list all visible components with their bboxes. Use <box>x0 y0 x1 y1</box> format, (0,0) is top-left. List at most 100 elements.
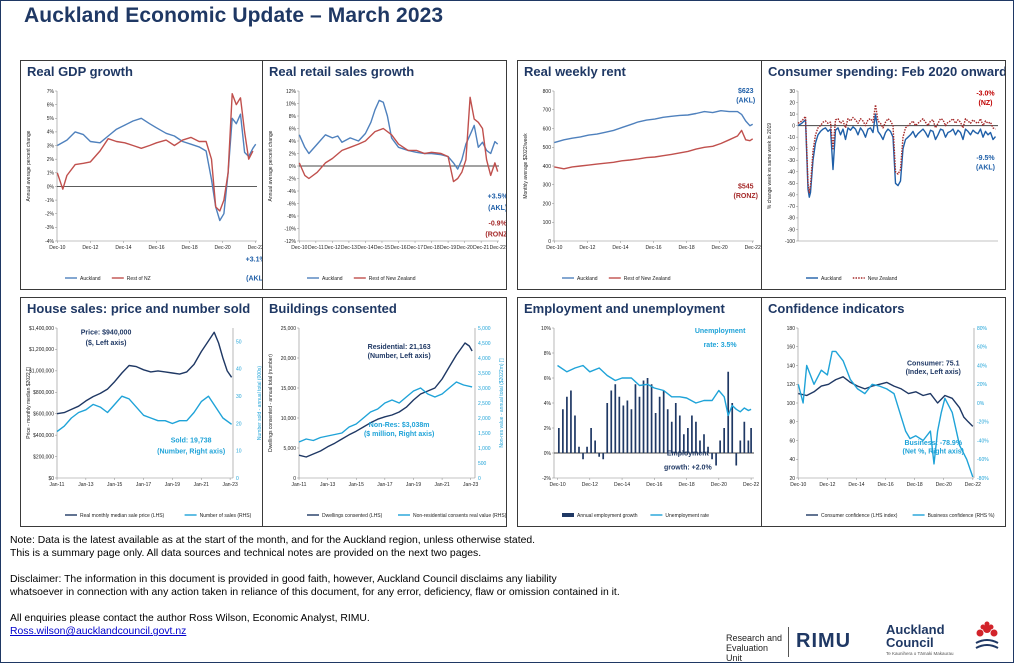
x-tick-label: Dec-12 <box>324 245 340 251</box>
bar <box>674 403 677 453</box>
y-tick-label: 600 <box>543 126 552 132</box>
y-tick-label: 20 <box>789 100 795 106</box>
notes-block: Note: Data is the latest available as at… <box>10 534 730 638</box>
x-tick-label: Dec-16 <box>878 482 894 488</box>
legend-label: Annual employment growth <box>577 513 638 519</box>
x-tick-label: Dec-22 <box>745 245 761 251</box>
panel-title: Consumer spending: Feb 2020 onward <box>768 64 1006 79</box>
y-tick-label: 0 <box>548 239 551 245</box>
y-tick-label: 140 <box>787 363 796 369</box>
y-tick-label: -3% <box>45 225 54 231</box>
x-tick-label: Jan-13 <box>78 482 94 488</box>
bar <box>695 421 697 453</box>
bar <box>715 453 717 466</box>
bar <box>658 396 661 453</box>
disclaimer-line: whatsoever in connection with any action… <box>10 587 620 598</box>
y-tick-label: 0 <box>293 476 296 482</box>
bar <box>578 446 580 453</box>
bar <box>678 415 681 453</box>
y-tick-label: 100 <box>543 220 552 226</box>
series-line <box>56 92 254 212</box>
series-line <box>554 110 754 144</box>
y2-tick-label: 60% <box>977 345 988 351</box>
chart-gdp: 7% 6% 5% 4% 3% 2% 1% 0% -1% -2% -3% -4%Dec-10 Dec-12… <box>26 89 264 283</box>
chart-employment: 10% 8% 6% 4% 2% 0% -2%Dec-10 Dec-12 Dec-14 Dec-16… <box>541 326 759 519</box>
legend-label: Rest of New Zealand <box>624 276 671 282</box>
y-tick-label: 200 <box>543 201 552 207</box>
contact-line: All enquiries please contact the author … <box>10 613 370 624</box>
note-line: Note: Data is the latest available as at… <box>10 535 536 546</box>
x-tick-label: Jan-15 <box>107 482 123 488</box>
x-tick-label: Jan-15 <box>349 482 365 488</box>
bar <box>570 390 572 453</box>
x-tick-label: Dec-15 <box>374 245 390 251</box>
y-tick-label: 700 <box>543 108 552 114</box>
series-line <box>298 99 499 170</box>
y-tick-label: 3% <box>47 143 55 149</box>
y-tick-label: 10 <box>789 112 795 118</box>
y-tick-label: $600,000 <box>33 412 54 418</box>
y-tick-label: 4% <box>289 139 297 145</box>
disclaimer-line: Disclaimer: The information in this docu… <box>10 574 557 585</box>
data-label: ($, Left axis) <box>86 340 127 347</box>
bar <box>699 440 701 453</box>
legend-label: Unemployment rate <box>665 513 709 519</box>
y-tick-label: 300 <box>543 183 552 189</box>
x-tick-label: Dec-22 <box>743 482 759 488</box>
y2-axis-title: Number sold - annual total (000s) <box>257 366 263 441</box>
y-tick-label: 6% <box>544 376 552 382</box>
x-tick-label: Jan-21 <box>434 482 450 488</box>
x-tick-label: Dec-18 <box>181 245 197 251</box>
series-line <box>298 381 473 443</box>
x-tick-label: Jan-11 <box>50 482 65 488</box>
y-tick-label: -2% <box>45 212 54 218</box>
y-tick-label: -10% <box>284 226 296 232</box>
panel-confidence: Confidence indicators 180 160 140 120 100 80 6… <box>761 297 1006 527</box>
y-tick-label: -90 <box>788 227 795 233</box>
panel-title: House sales: price and number sold <box>27 301 251 316</box>
y-tick-label: 800 <box>543 89 552 95</box>
chart-buildings: 25,000 20,000 15,000 10,000 5,000 0 5,000 4,500… <box>268 326 506 519</box>
y2-tick-label: 0 <box>478 476 481 482</box>
y2-tick-label: 20% <box>977 382 988 388</box>
bar <box>711 453 713 460</box>
legend-label: Auckland <box>322 276 343 282</box>
x-tick-label: Dec-10 <box>546 245 562 251</box>
panel-retail: Real retail sales growth 12% 10% 8% 6% 4% 2% 0… <box>262 60 507 290</box>
y-axis-title: Price - monthly median $2022 ['] <box>26 367 32 439</box>
data-label: -3.0% <box>976 91 995 98</box>
bar <box>662 390 665 453</box>
x-tick-label: Jan-21 <box>194 482 210 488</box>
bar <box>626 400 629 453</box>
y-tick-label: 20 <box>789 476 795 482</box>
bar <box>735 453 738 466</box>
bar <box>618 396 621 453</box>
x-tick-label: Dec-14 <box>848 482 864 488</box>
bar <box>586 446 588 453</box>
bar <box>654 413 657 453</box>
council-name: Auckland Council <box>886 622 945 650</box>
y2-tick-label: 2,500 <box>478 401 491 407</box>
y-tick-label: 5,000 <box>283 446 296 452</box>
series-line <box>797 350 974 478</box>
bar <box>670 421 673 453</box>
x-tick-label: Dec-16 <box>390 245 406 251</box>
author-email-link[interactable]: Ross.wilson@aucklandcouncil.govt.nz <box>10 626 187 637</box>
y-tick-label: 8% <box>289 114 297 120</box>
y-tick-label: 0 <box>792 123 795 129</box>
y-tick-label: 80 <box>789 420 795 426</box>
y-axis-title: Annual average percent change <box>26 130 32 201</box>
y-tick-label: 40 <box>789 457 795 463</box>
data-label: Unemployment <box>695 328 746 335</box>
y-tick-label: 1% <box>47 171 55 177</box>
bar <box>574 415 576 453</box>
data-label: rate: 3.5% <box>704 342 738 349</box>
y-tick-label: $800,000 <box>33 390 54 396</box>
panel-rent: Real weekly rent 800 700 600 500 400 300 200 10… <box>517 60 762 290</box>
data-label: Non-Res: $3,038m <box>369 422 430 429</box>
y2-tick-label: -40% <box>977 438 989 444</box>
x-tick-label: Dec-14 <box>612 245 628 251</box>
bar <box>610 390 613 453</box>
panel-title: Confidence indicators <box>768 301 905 316</box>
x-tick-label: Jan-13 <box>320 482 336 488</box>
